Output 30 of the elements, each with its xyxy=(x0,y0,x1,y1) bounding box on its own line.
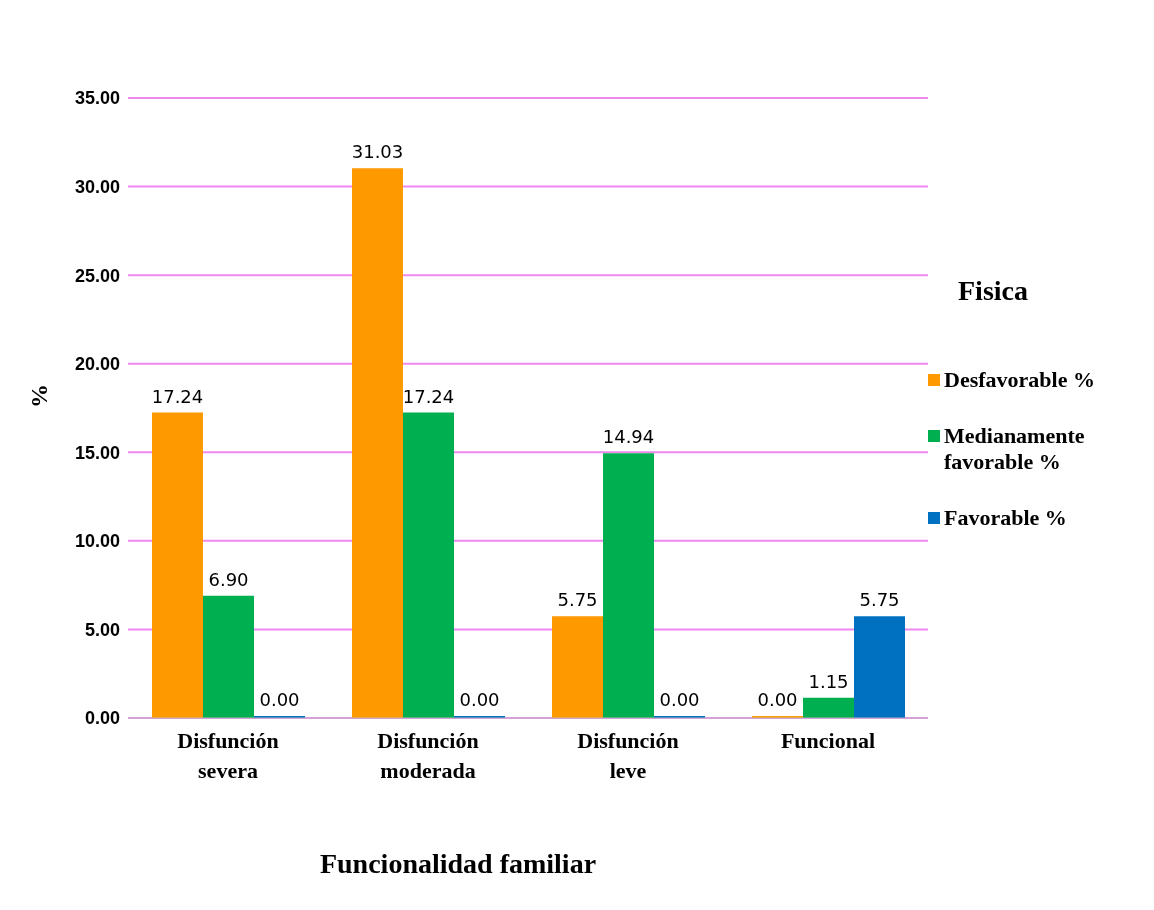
data-label: 6.90 xyxy=(208,568,249,590)
data-label: 1.15 xyxy=(808,670,849,692)
y-tick-label: 5.00 xyxy=(84,619,120,640)
x-tick-label: Disfunción severa xyxy=(177,728,279,783)
x-tick-label: Disfunción leve xyxy=(577,728,679,783)
legend-label: Favorable % xyxy=(944,505,1067,531)
y-tick-label: 15.00 xyxy=(74,442,120,463)
x-tick-label: Funcional xyxy=(780,728,876,753)
y-axis-title: % xyxy=(25,384,52,408)
legend-label: Medianamente favorable % xyxy=(944,423,1086,475)
y-tick-label: 25.00 xyxy=(74,265,120,286)
legend-label: Desfavorable % xyxy=(944,367,1095,393)
data-label: 5.75 xyxy=(859,589,900,611)
y-tick-label: 30.00 xyxy=(74,176,120,197)
legend-title: Fisica xyxy=(958,275,1029,307)
data-label: 17.24 xyxy=(151,385,204,407)
y-tick-label: 20.00 xyxy=(74,354,120,375)
data-label: 5.75 xyxy=(557,589,598,611)
data-label: 0.00 xyxy=(757,689,798,710)
data-label: 0.00 xyxy=(659,689,700,710)
x-tick-label: Disfunción moderada xyxy=(377,728,479,783)
data-label: 31.03 xyxy=(351,141,404,163)
data-label: 14.94 xyxy=(602,426,655,448)
data-label: 17.24 xyxy=(402,385,455,407)
data-label: 0.00 xyxy=(259,689,300,710)
data-label: 0.00 xyxy=(459,689,500,710)
x-axis-title: Funcionalidad familiar xyxy=(318,848,598,880)
y-tick-label: 10.00 xyxy=(74,531,120,552)
y-tick-label: 35.00 xyxy=(74,88,120,109)
y-tick-label: 0.00 xyxy=(84,708,120,729)
